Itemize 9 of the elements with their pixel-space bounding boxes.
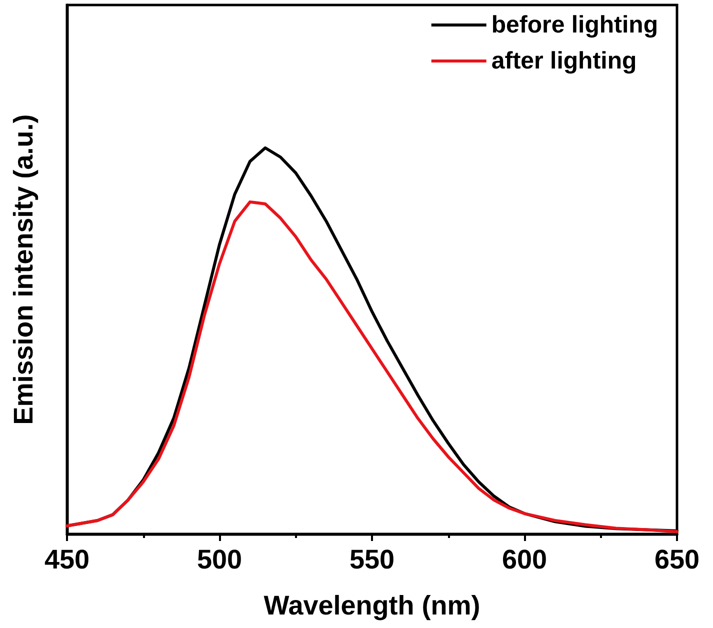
- x-axis-title: Wavelength (nm): [264, 590, 480, 620]
- x-tick-label: 450: [44, 544, 90, 574]
- legend-label: after lighting: [491, 48, 637, 74]
- x-tick-label: 600: [502, 544, 548, 574]
- x-tick-label: 650: [654, 544, 700, 574]
- y-axis-title: Emission intensity (a.u.): [8, 114, 38, 425]
- legend-label: before lighting: [491, 12, 658, 38]
- x-tick-label: 500: [196, 544, 242, 574]
- x-tick-label: 550: [349, 544, 395, 574]
